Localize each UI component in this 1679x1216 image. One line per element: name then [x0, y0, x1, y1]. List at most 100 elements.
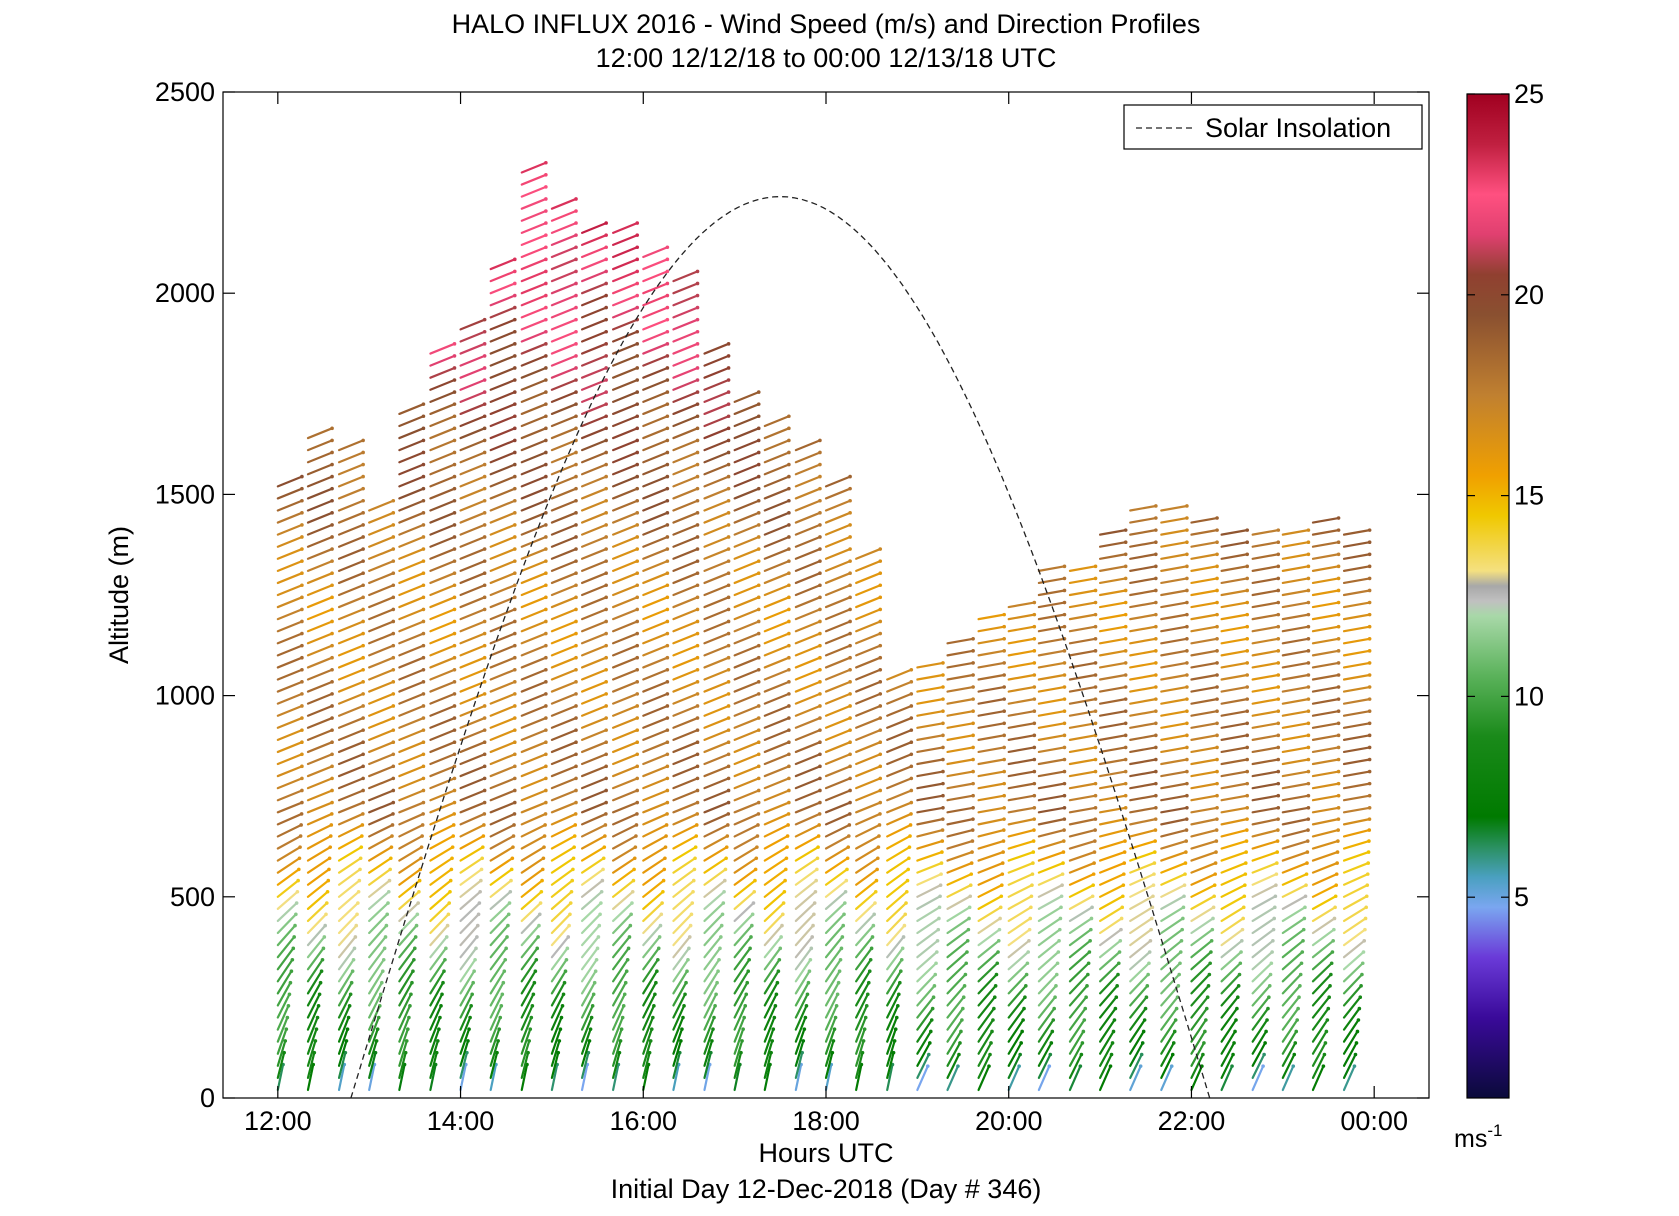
wind-vector-head — [604, 776, 608, 781]
wind-vector — [1129, 685, 1157, 693]
wind-vector-head — [505, 935, 509, 939]
wind-vector-head — [1367, 600, 1372, 605]
wind-vector — [1281, 1007, 1300, 1031]
wind-vector — [886, 765, 913, 778]
wind-vector — [612, 222, 639, 234]
wind-vector — [1037, 962, 1059, 983]
wind-vector-head — [695, 800, 700, 805]
wind-vector — [1190, 637, 1219, 645]
wind-vector — [306, 716, 334, 729]
wind-vector-head — [1185, 636, 1189, 641]
wind-vector-head — [603, 823, 608, 827]
wind-vector — [1190, 541, 1219, 548]
wind-vector-head — [1275, 861, 1279, 865]
wind-vector — [916, 806, 945, 814]
wind-vector-head — [361, 583, 365, 588]
wind-vector-head — [361, 655, 365, 660]
wind-vector — [459, 789, 486, 802]
wind-vector-head — [408, 1004, 412, 1008]
wind-vector — [1037, 973, 1058, 995]
wind-vector-head — [1177, 972, 1182, 977]
wind-vector-head — [1089, 927, 1093, 932]
wind-vector-head — [1091, 883, 1095, 887]
wind-vector-head — [506, 912, 511, 917]
wind-vector-head — [419, 845, 424, 849]
wind-vector — [429, 620, 456, 633]
wind-vector — [672, 391, 699, 403]
wind-vector-head — [635, 462, 640, 467]
wind-vector-head — [665, 390, 670, 394]
wind-vector-head — [604, 655, 608, 660]
wind-vector — [977, 1053, 992, 1079]
wind-vector — [1190, 758, 1219, 766]
wind-vector — [642, 258, 669, 271]
wind-vector-head — [513, 571, 517, 575]
wind-vector-head — [665, 655, 670, 660]
wind-vector-head — [1245, 588, 1250, 593]
wind-vector — [337, 608, 365, 621]
wind-vector — [855, 644, 882, 657]
wind-vector-head — [665, 257, 670, 262]
wind-vector — [916, 1007, 934, 1031]
wind-vector — [703, 499, 730, 512]
wind-vector-head — [444, 946, 448, 951]
wind-vector — [1129, 1041, 1144, 1067]
wind-vector — [642, 741, 669, 754]
wind-vector — [855, 823, 881, 838]
wind-vector — [398, 704, 425, 717]
wind-vector-head — [1296, 1006, 1300, 1011]
wind-vector — [612, 834, 638, 850]
wind-vector-head — [604, 740, 608, 744]
wind-vector-head — [1306, 600, 1311, 605]
wind-vector — [1190, 839, 1218, 850]
wind-vector-head — [421, 619, 426, 624]
wind-vector-head — [361, 631, 365, 636]
wind-vector-head — [630, 889, 635, 894]
wind-vector — [459, 801, 486, 814]
wind-vector-head — [330, 426, 334, 431]
wind-vector-head — [300, 716, 304, 720]
wind-vector-head — [665, 305, 670, 310]
wind-vector — [1220, 973, 1241, 995]
wind-vector — [1007, 1053, 1022, 1079]
wind-vector — [1342, 950, 1365, 971]
wind-vector — [1098, 589, 1127, 597]
wind-vector — [398, 523, 425, 536]
wind-vector — [1190, 906, 1215, 923]
wind-vector-head — [695, 523, 700, 527]
wind-vector-head — [574, 221, 578, 225]
wind-vector — [1311, 973, 1332, 995]
y-tick-label: 2000 — [155, 278, 215, 308]
wind-vector — [398, 846, 423, 862]
wind-vector-head — [726, 728, 731, 732]
wind-vector-head — [806, 980, 811, 985]
wind-vector — [763, 475, 790, 488]
wind-vector-head — [683, 992, 687, 997]
wind-vector-head — [300, 559, 304, 563]
wind-vector-head — [665, 667, 670, 672]
wind-vector-head — [1215, 769, 1219, 774]
wind-vector-head — [421, 402, 426, 406]
wind-vector-head — [330, 486, 334, 491]
wind-vector-head — [513, 354, 517, 358]
wind-vector-head — [635, 547, 640, 551]
wind-vector-head — [1276, 673, 1281, 677]
wind-vector — [489, 765, 516, 778]
wind-vector — [855, 913, 876, 935]
wind-vector — [886, 1063, 894, 1092]
wind-vector — [306, 753, 334, 766]
wind-vector-head — [1154, 793, 1158, 798]
wind-vector-head — [1244, 839, 1249, 843]
wind-vector-head — [1093, 564, 1098, 569]
wind-vector-head — [843, 889, 848, 894]
wind-vector — [368, 981, 383, 1007]
wind-vector-head — [878, 631, 883, 636]
wind-vector-head — [726, 607, 731, 612]
wind-vector-head — [1122, 872, 1126, 876]
wind-vector-head — [1336, 733, 1341, 738]
wind-vector — [703, 692, 730, 705]
wind-vector-head — [756, 800, 761, 805]
wind-vector — [1037, 1065, 1051, 1092]
wind-vector-head — [753, 878, 757, 883]
wind-vector-head — [941, 793, 945, 798]
